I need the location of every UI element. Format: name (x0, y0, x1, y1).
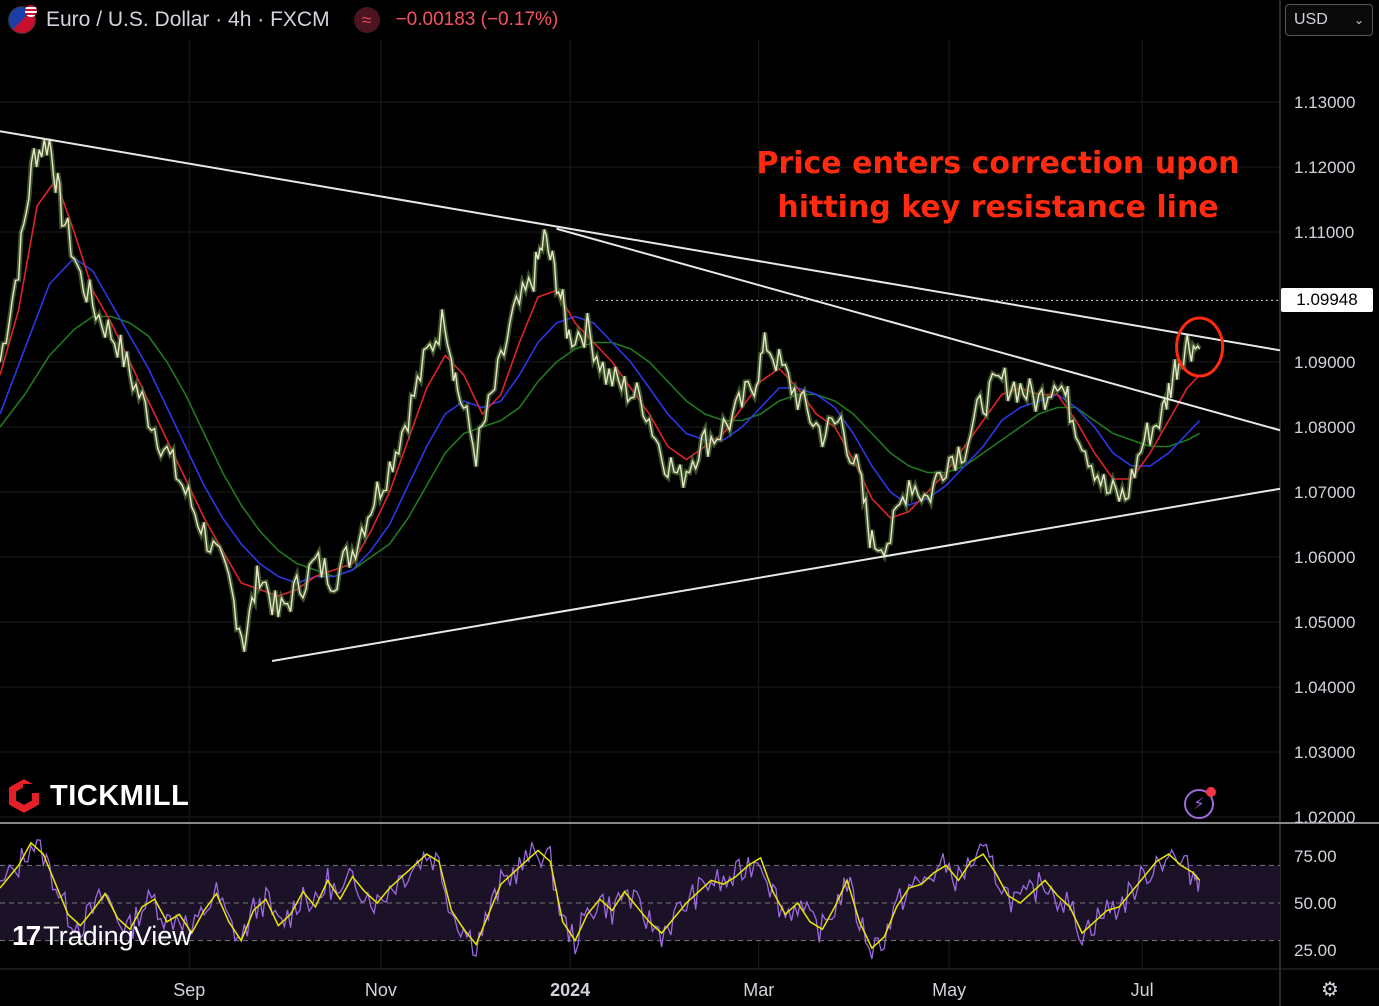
rsi-series (0, 839, 1201, 960)
gear-icon[interactable]: ⚙ (1321, 978, 1339, 1001)
tickmill-logo: TICKMILL (6, 778, 189, 814)
y-tick-label: 1.04000 (1294, 678, 1355, 697)
tickmill-name: TICKMILL (50, 779, 190, 812)
last-price-label: 1.09948 (1281, 288, 1373, 312)
currency-value: USD (1294, 11, 1328, 28)
trendline-1 (0, 130, 1281, 352)
x-tick-label: 2024 (550, 980, 590, 1000)
annotation-line-1: Price enters correction upon (756, 146, 1240, 181)
trendline-2 (556, 227, 1281, 432)
tradingview-logo: 17 TradingView (12, 920, 192, 952)
y-tick-label: 1.08000 (1294, 418, 1355, 437)
x-tick-label: Sep (173, 980, 205, 1000)
currency-select[interactable]: USD ⌄ (1285, 4, 1373, 36)
bolt-icon[interactable]: ⚡ (1184, 787, 1216, 819)
tradingview-logo-icon: 17 (12, 920, 41, 951)
ema-mid-series (0, 256, 1201, 584)
chevron-down-icon: ⌄ (1353, 13, 1364, 27)
x-tick-label: Nov (365, 980, 397, 1000)
rsi-tick-label: 50.00 (1294, 894, 1337, 913)
y-tick-label: 1.11000 (1294, 223, 1354, 242)
y-tick-label: 1.07000 (1294, 483, 1355, 502)
rsi-signal-series (0, 841, 1201, 950)
chart-annotation: Price enters correction upon hitting key… (738, 142, 1258, 230)
y-tick-label: 1.05000 (1294, 613, 1355, 632)
y-tick-label: 1.06000 (1294, 548, 1355, 567)
trendline-3 (271, 487, 1281, 662)
x-tick-label: May (932, 980, 966, 1000)
y-tick-label: 1.13000 (1294, 93, 1355, 112)
ema-slow-series (0, 315, 1200, 578)
x-tick-label: Mar (743, 980, 774, 1000)
price-change: −0.00183 (−0.17%) (395, 9, 559, 30)
annotation-line-2: hitting key resistance line (777, 190, 1219, 225)
rsi-tick-label: 75.00 (1294, 847, 1337, 866)
tickmill-logo-icon (9, 779, 40, 813)
x-tick-label: Jul (1131, 980, 1154, 1000)
y-tick-label: 1.09000 (1294, 353, 1355, 372)
approx-icon[interactable]: ≈ (353, 7, 380, 33)
symbol-title[interactable]: Euro / U.S. Dollar · 4h · FXCM (46, 8, 330, 31)
tradingview-name: TradingView (43, 920, 192, 951)
rsi-tick-label: 25.00 (1294, 941, 1337, 960)
chart-header: Euro / U.S. Dollar · 4h · FXCM ≈ −0.0018… (8, 4, 558, 36)
eur-usd-flag-icon (8, 5, 37, 34)
y-tick-label: 1.12000 (1294, 158, 1355, 177)
highlight-circle (1175, 316, 1225, 378)
y-tick-label: 1.02000 (1294, 808, 1355, 827)
price-series (0, 138, 1201, 652)
y-tick-label: 1.03000 (1294, 743, 1355, 762)
